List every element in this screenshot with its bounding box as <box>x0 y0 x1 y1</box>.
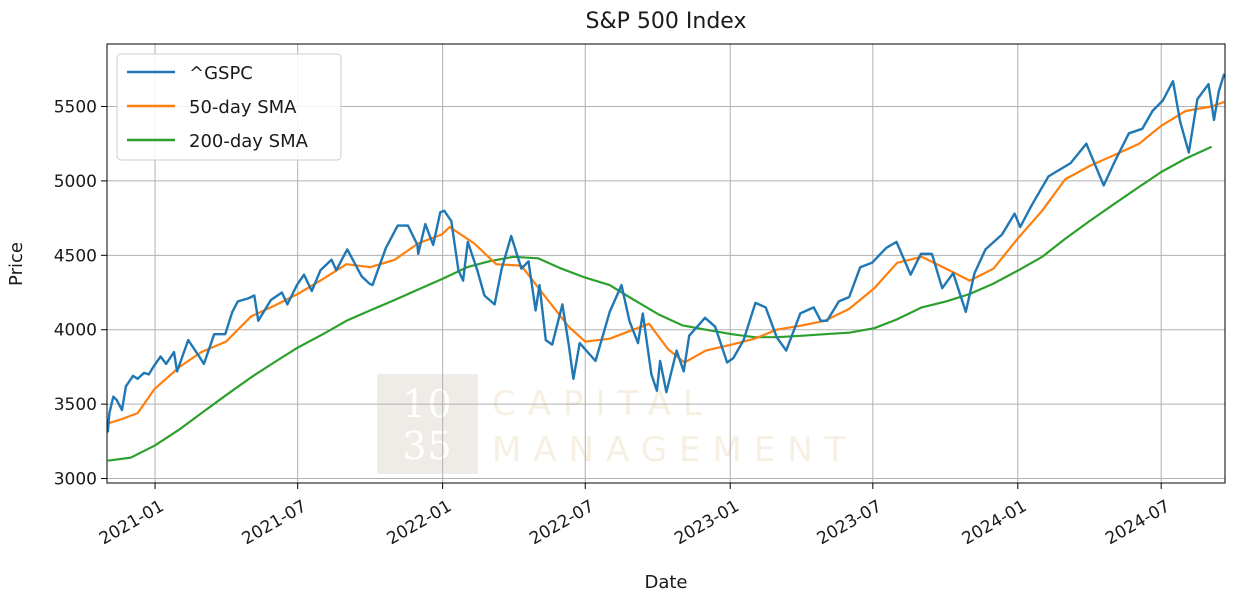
x-tick-label: 2023-01 <box>671 496 743 549</box>
x-tick-label: 2022-07 <box>526 496 598 549</box>
y-tick-label: 4500 <box>54 246 97 266</box>
x-axis-label: Date <box>644 572 687 593</box>
watermark-line-2: MANAGEMENT <box>492 430 858 470</box>
y-tick-label: 3000 <box>54 470 97 490</box>
series-lines <box>106 73 1226 462</box>
x-tick-label: 2021-07 <box>239 496 311 549</box>
legend-label-gspc: ^GSPC <box>189 63 253 84</box>
legend: ^GSPC 50-day SMA 200-day SMA <box>116 53 342 161</box>
y-tick-label: 4000 <box>54 321 97 341</box>
y-axis-label: Price <box>6 242 27 286</box>
y-tick-label: 5500 <box>54 98 97 118</box>
plot-frame <box>106 43 1226 484</box>
x-axis-ticks: 2021-01 2021-07 2022-01 2022-07 2023-01 2023-… <box>96 483 1174 549</box>
series-line-sma200 <box>107 145 1213 462</box>
y-tick-label: 3500 <box>54 395 97 415</box>
y-tick-label: 5000 <box>54 172 97 192</box>
legend-label-sma50: 50-day SMA <box>189 97 297 118</box>
legend-box <box>116 53 342 161</box>
watermark-logo-box <box>377 374 478 474</box>
series-line-sma50 <box>107 100 1225 425</box>
x-tick-label: 2023-07 <box>814 496 886 549</box>
legend-label-sma200: 200-day SMA <box>189 131 309 152</box>
x-tick-label: 2024-07 <box>1102 496 1174 549</box>
x-tick-label: 2024-01 <box>959 496 1031 549</box>
watermark-number-bottom: 35 <box>402 424 453 468</box>
x-tick-label: 2022-01 <box>384 496 456 549</box>
series-line-gspc <box>106 73 1226 433</box>
chart-title: S&P 500 Index <box>586 9 747 34</box>
x-tick-label: 2021-01 <box>96 496 168 549</box>
y-axis-ticks: 3000 3500 4000 4500 5000 5500 <box>54 98 107 490</box>
